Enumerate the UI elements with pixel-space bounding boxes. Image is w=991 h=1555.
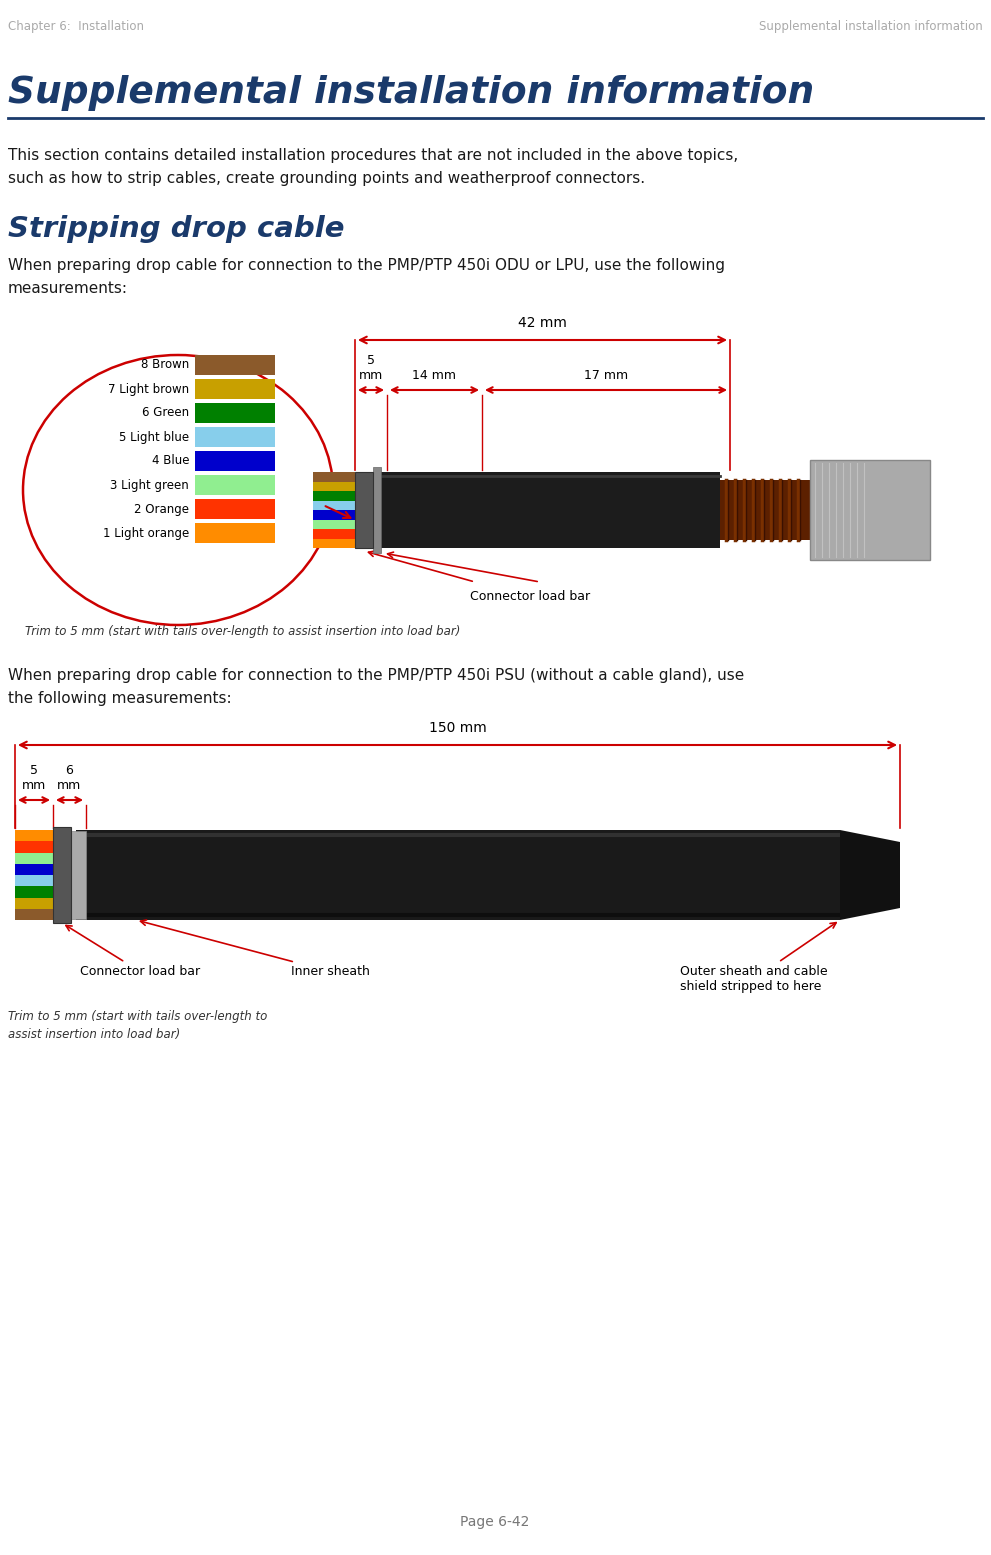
Text: Chapter 6:  Installation: Chapter 6: Installation [8, 20, 144, 33]
Bar [15, 908, 53, 921]
Bar [373, 466, 381, 554]
Bar [810, 460, 930, 560]
Bar [195, 428, 275, 446]
Bar [15, 897, 53, 908]
Bar [15, 841, 53, 852]
Text: 2 Orange: 2 Orange [134, 502, 189, 516]
Bar [76, 830, 840, 921]
Text: 8 Brown: 8 Brown [141, 359, 189, 372]
Bar [313, 501, 355, 510]
Text: 17 mm: 17 mm [584, 369, 628, 383]
Ellipse shape [23, 355, 333, 625]
Text: Outer sheath and cable
shield stripped to here: Outer sheath and cable shield stripped t… [680, 922, 836, 994]
Text: 3 Light green: 3 Light green [110, 479, 189, 491]
Bar [720, 480, 810, 540]
Text: 6
mm: 6 mm [57, 764, 81, 791]
Bar [15, 886, 53, 897]
Bar [355, 473, 373, 547]
Text: 42 mm: 42 mm [518, 316, 567, 330]
Bar [15, 863, 53, 875]
Bar [195, 403, 275, 423]
Polygon shape [840, 830, 900, 921]
Text: 14 mm: 14 mm [412, 369, 457, 383]
Text: 1 Light orange: 1 Light orange [103, 527, 189, 540]
Text: This section contains detailed installation procedures that are not included in : This section contains detailed installat… [8, 148, 738, 187]
Bar [15, 852, 53, 863]
Bar [15, 875, 53, 886]
Bar [195, 522, 275, 543]
Bar [15, 830, 53, 841]
Bar [195, 499, 275, 519]
Bar [195, 451, 275, 471]
Bar [313, 482, 355, 491]
Bar [71, 830, 86, 919]
Text: Stripping drop cable: Stripping drop cable [8, 215, 345, 243]
Bar [313, 491, 355, 501]
Bar [381, 473, 720, 547]
Text: 5
mm: 5 mm [22, 764, 47, 791]
Text: Connector load bar: Connector load bar [470, 589, 590, 603]
Text: Inner sheath: Inner sheath [141, 921, 370, 978]
Bar [53, 827, 71, 924]
Bar [313, 510, 355, 519]
Text: Trim to 5 mm (start with tails over-length to assist insertion into load bar): Trim to 5 mm (start with tails over-leng… [25, 625, 461, 638]
Text: When preparing drop cable for connection to the PMP/PTP 450i ODU or LPU, use the: When preparing drop cable for connection… [8, 258, 725, 297]
Bar [195, 379, 275, 400]
Text: 5 Light blue: 5 Light blue [119, 431, 189, 443]
Text: 5
mm: 5 mm [359, 355, 384, 383]
Text: Connector load bar: Connector load bar [66, 925, 200, 978]
Text: 6 Green: 6 Green [142, 406, 189, 420]
Text: Supplemental installation information: Supplemental installation information [8, 75, 815, 110]
Text: Trim to 5 mm (start with tails over-length to
assist insertion into load bar): Trim to 5 mm (start with tails over-leng… [8, 1011, 268, 1040]
Text: 150 mm: 150 mm [429, 722, 487, 736]
Text: 7 Light brown: 7 Light brown [108, 383, 189, 395]
Bar [195, 474, 275, 494]
Bar [313, 473, 355, 482]
Bar [313, 519, 355, 529]
Bar [195, 355, 275, 375]
Text: 4 Blue: 4 Blue [152, 454, 189, 468]
Text: Page 6-42: Page 6-42 [460, 1515, 529, 1529]
Text: When preparing drop cable for connection to the PMP/PTP 450i PSU (without a cabl: When preparing drop cable for connection… [8, 669, 744, 706]
Bar [313, 529, 355, 538]
Bar [313, 538, 355, 547]
Text: Supplemental installation information: Supplemental installation information [759, 20, 983, 33]
